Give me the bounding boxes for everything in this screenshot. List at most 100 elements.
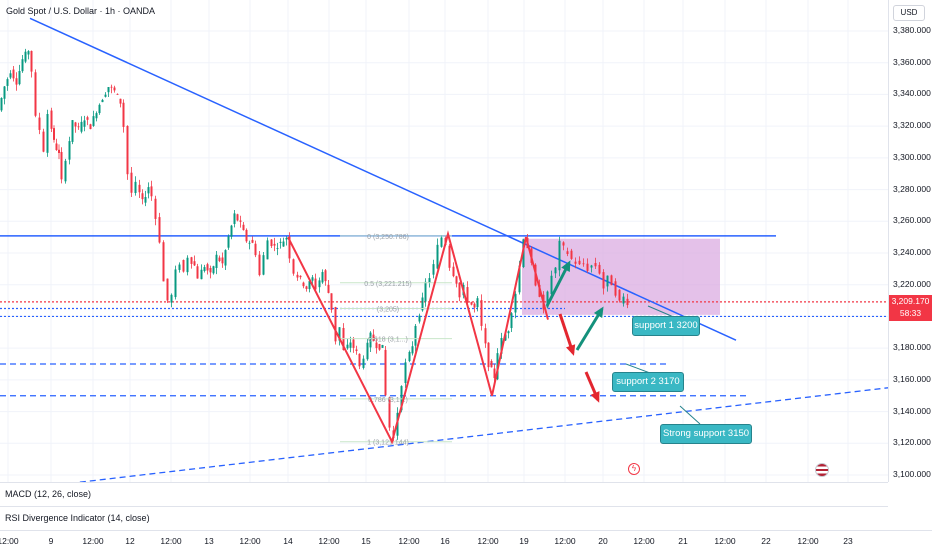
candle-body bbox=[86, 117, 89, 120]
candle-body bbox=[245, 229, 248, 242]
strong-support-callout[interactable]: Strong support 3150 bbox=[660, 424, 752, 444]
candle-body bbox=[518, 265, 521, 293]
candle-body bbox=[71, 120, 74, 142]
candle-body bbox=[101, 99, 104, 103]
candle-body bbox=[122, 102, 125, 127]
fib-label: 0.5 (3,221.215) bbox=[364, 281, 411, 288]
candle-body bbox=[186, 257, 189, 273]
candle-body bbox=[254, 243, 257, 256]
price-tick-label: 3,140.000 bbox=[893, 405, 931, 416]
candle-body bbox=[15, 78, 18, 85]
candle-body bbox=[381, 344, 384, 348]
candle-body bbox=[327, 284, 330, 293]
zigzag-line bbox=[287, 230, 549, 445]
rsi-pane-divider[interactable] bbox=[0, 506, 888, 507]
candle-body bbox=[74, 122, 77, 127]
candle-body bbox=[366, 342, 369, 360]
candle-body bbox=[421, 297, 424, 311]
candle-body bbox=[448, 245, 451, 268]
time-tick-label: 12:00 bbox=[633, 536, 655, 546]
time-axis[interactable]: 12:00 9 12:00 12 12:00 13 12:00 14 12:00 15 12:00 1… bbox=[0, 530, 932, 551]
candle-body bbox=[602, 272, 605, 289]
time-tick-label: 19 bbox=[519, 536, 529, 546]
up-arrow-1 bbox=[545, 262, 571, 307]
candle-body bbox=[550, 275, 553, 295]
rsi-label[interactable]: RSI Divergence Indicator (14, close) bbox=[5, 513, 150, 523]
candle-body bbox=[144, 197, 147, 203]
candle-body bbox=[610, 275, 613, 286]
candle-body bbox=[355, 349, 358, 352]
price-tick-label: 3,360.000 bbox=[893, 56, 931, 67]
candle-body bbox=[266, 240, 269, 260]
candle-body bbox=[200, 269, 203, 280]
connector-3 bbox=[679, 405, 701, 425]
price-axis[interactable]: 3,380.000 3,360.000 3,340.000 3,320.000 3,30… bbox=[888, 0, 932, 482]
candle-body bbox=[60, 151, 63, 180]
time-tick-label: 23 bbox=[843, 536, 853, 546]
candle-body bbox=[282, 241, 285, 247]
candle-body bbox=[34, 72, 37, 116]
time-tick-label: 22 bbox=[761, 536, 771, 546]
candle-body bbox=[546, 291, 549, 308]
candle-body bbox=[428, 278, 431, 283]
candle-body bbox=[141, 193, 144, 200]
candle-body bbox=[92, 116, 95, 126]
candle-body bbox=[9, 73, 12, 78]
candle-body bbox=[38, 117, 41, 130]
candle-body bbox=[110, 86, 113, 88]
candle-body bbox=[362, 358, 365, 368]
candle-body bbox=[510, 313, 513, 329]
candle-body bbox=[138, 184, 141, 193]
candle-body bbox=[424, 281, 427, 302]
time-tick-label: 16 bbox=[440, 536, 450, 546]
candle-body bbox=[594, 262, 597, 267]
candle-body bbox=[251, 239, 254, 243]
us-flag-icon[interactable] bbox=[815, 463, 829, 477]
fibonacci-levels: 0 (3,250.786) 0.5 (3,221.215) (3,205) 0.618… bbox=[340, 234, 452, 447]
candle-body bbox=[484, 328, 487, 344]
candle-body bbox=[507, 331, 510, 334]
candle-body bbox=[558, 240, 561, 271]
support-2-callout[interactable]: support 2 3170 bbox=[612, 372, 684, 392]
candle-body bbox=[258, 254, 261, 276]
candle-body bbox=[302, 282, 305, 287]
candle-body bbox=[372, 334, 375, 341]
candle-body bbox=[224, 250, 227, 266]
price-tick-label: 3,300.000 bbox=[893, 151, 931, 162]
candle-body bbox=[292, 259, 295, 274]
candle-body bbox=[64, 160, 67, 182]
price-chart[interactable]: 0 (3,250.786) 0.5 (3,221.215) (3,205) 0.618… bbox=[0, 0, 888, 482]
candle-body bbox=[18, 70, 21, 85]
time-tick-label: 12:00 bbox=[477, 536, 499, 546]
candle-body bbox=[242, 224, 245, 231]
time-tick-label: 21 bbox=[678, 536, 688, 546]
candle-body bbox=[622, 296, 625, 304]
candle-body bbox=[586, 263, 589, 271]
candle-body bbox=[470, 302, 473, 305]
candle-body bbox=[166, 278, 169, 301]
macd-pane-divider[interactable] bbox=[0, 482, 888, 483]
candle-body bbox=[276, 248, 279, 250]
time-tick-label: 12:00 bbox=[0, 536, 19, 546]
macd-label[interactable]: MACD (12, 26, close) bbox=[5, 489, 92, 499]
candle-body bbox=[3, 86, 6, 99]
candle-body bbox=[388, 397, 391, 428]
support-1-callout[interactable]: support 1 3200 bbox=[632, 316, 700, 336]
event-lightning-icon[interactable]: ϟ bbox=[628, 463, 640, 475]
candle-body bbox=[236, 214, 239, 221]
candle-body bbox=[154, 198, 157, 219]
candle-body bbox=[574, 261, 577, 264]
currency-button[interactable]: USD bbox=[893, 5, 925, 21]
time-tick-label: 14 bbox=[283, 536, 293, 546]
candle-body bbox=[476, 298, 479, 308]
time-tick-label: 12:00 bbox=[554, 536, 576, 546]
candle-body bbox=[414, 325, 417, 346]
ascending-trendline bbox=[75, 387, 888, 482]
candle-body bbox=[147, 187, 150, 194]
candle-body bbox=[378, 343, 381, 350]
candle-body bbox=[614, 281, 617, 296]
candle-body bbox=[375, 342, 378, 349]
time-tick-label: 12:00 bbox=[398, 536, 420, 546]
candle-body bbox=[233, 213, 236, 224]
candle-body bbox=[500, 338, 503, 354]
